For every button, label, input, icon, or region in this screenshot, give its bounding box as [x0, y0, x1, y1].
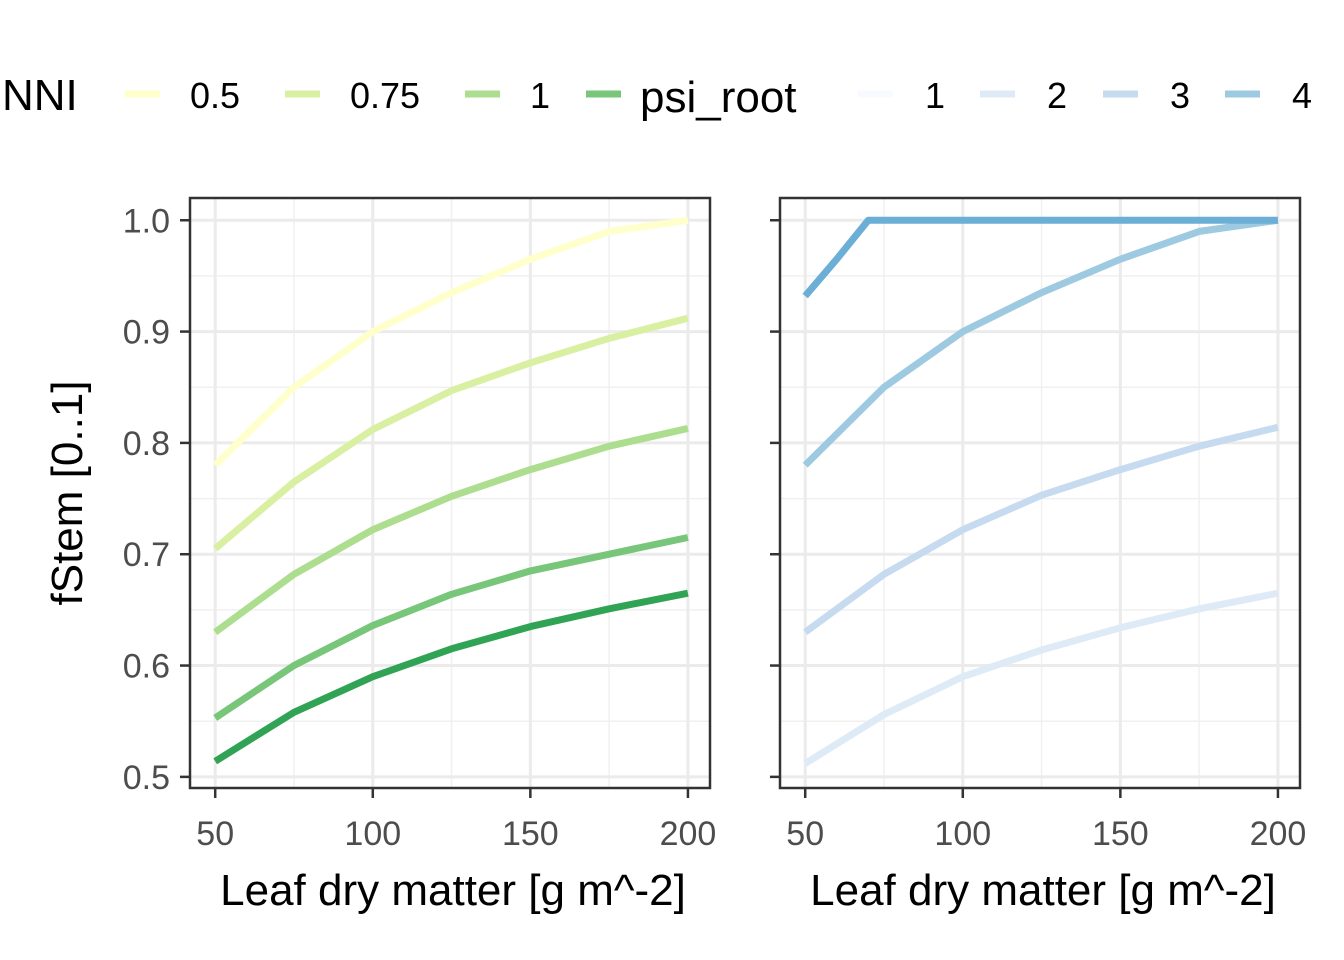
series-line-4 — [802, 216, 1278, 299]
plot-background — [190, 198, 710, 788]
legend-title-psi-root: psi_root — [640, 73, 797, 122]
series-line-1 — [212, 216, 689, 468]
series-line-2 — [212, 314, 689, 552]
y-tick-label: 1.0 — [123, 202, 170, 240]
x-tick-label: 100 — [344, 815, 401, 853]
y-tick-label: 0.9 — [123, 314, 170, 352]
legend-label-psi-root: 3 — [1170, 75, 1190, 116]
panels: 0.5 0.6 0.7 0.8 0.9 1.0 50 100 150 200 Leaf dry ma… — [43, 196, 1307, 915]
legend-label-nni: 0.5 — [190, 75, 240, 116]
legend: NNI 0.5 0.75 1 psi_root 1 2 3 4 — [2, 71, 1312, 122]
x-tick-label: 50 — [196, 815, 234, 853]
legend-title-nni: NNI — [2, 71, 78, 120]
legend-label-nni: 0.75 — [350, 75, 420, 116]
series-line-3 — [213, 424, 689, 636]
panel-border — [188, 196, 712, 790]
series-line-1 — [803, 589, 1279, 767]
y-tick-label: 0.8 — [123, 425, 170, 463]
series-line-3 — [802, 216, 1279, 468]
legend-label-psi-root: 4 — [1292, 75, 1312, 116]
x-axis-title: Leaf dry matter [g m^-2] — [220, 866, 686, 915]
panel-border — [778, 196, 1302, 790]
panel-2: 50 100 150 200 Leaf dry matter [g m^-2] — [770, 196, 1307, 915]
x-axis-title: Leaf dry matter [g m^-2] — [810, 866, 1276, 915]
series-line-2 — [803, 423, 1279, 636]
x-tick-label: 50 — [786, 815, 824, 853]
panel-1: 0.5 0.6 0.7 0.8 0.9 1.0 50 100 150 200 Leaf dry ma… — [43, 196, 717, 915]
y-tick-label: 0.7 — [123, 536, 170, 574]
x-tick-label: 100 — [934, 815, 991, 853]
y-tick-label: 0.5 — [123, 759, 170, 797]
y-tick-label: 0.6 — [123, 648, 170, 686]
legend-label-nni: 1 — [530, 75, 550, 116]
series-line-5 — [213, 589, 689, 765]
x-tick-label: 200 — [1250, 815, 1307, 853]
x-tick-label: 200 — [660, 815, 717, 853]
legend-label-psi-root: 2 — [1047, 75, 1067, 116]
series-line-4 — [213, 534, 689, 721]
x-tick-label: 150 — [502, 815, 559, 853]
legend-label-psi-root: 1 — [925, 75, 945, 116]
x-tick-label: 150 — [1092, 815, 1149, 853]
y-axis-title: fStem [0..1] — [43, 381, 92, 606]
